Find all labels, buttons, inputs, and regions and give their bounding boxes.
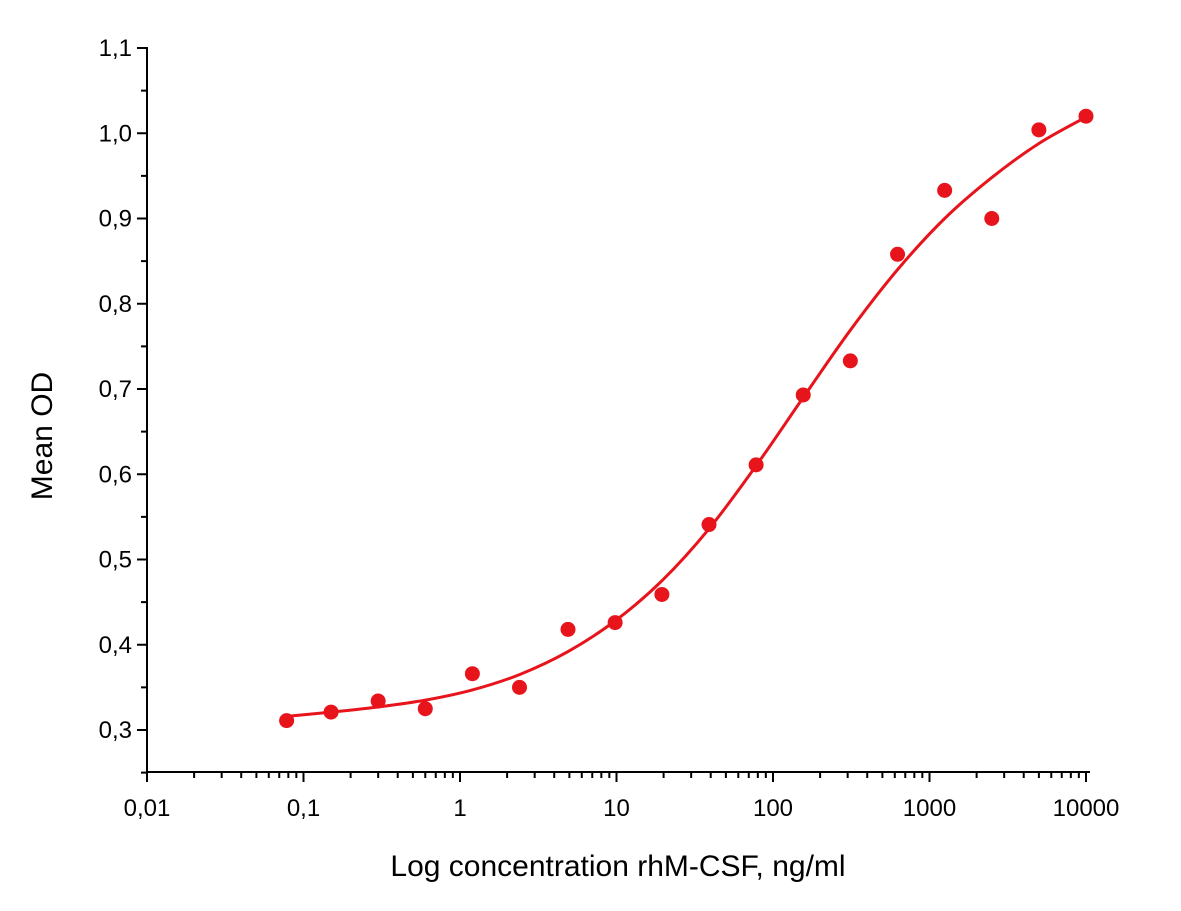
data-point xyxy=(748,457,764,473)
data-point xyxy=(1031,122,1047,138)
data-point xyxy=(464,666,480,682)
data-point xyxy=(795,387,811,403)
y-tick-label: 1,0 xyxy=(99,120,132,147)
y-tick-label: 0,6 xyxy=(99,461,132,488)
data-point xyxy=(842,353,858,369)
data-point xyxy=(607,615,623,631)
data-point xyxy=(1078,108,1094,124)
data-point xyxy=(937,182,953,198)
x-tick-label: 10000 xyxy=(1053,795,1120,822)
x-tick-label: 100 xyxy=(753,795,793,822)
data-point xyxy=(417,701,433,717)
data-point xyxy=(984,211,1000,226)
data-point xyxy=(890,246,906,262)
tick-labels: 0,01 0,1 1 10 100 1000 10000 0,3 0,4 0,5 0,6 0,7 0,8… xyxy=(99,35,1120,822)
data-points xyxy=(279,108,1094,729)
x-tick-label: 1 xyxy=(453,795,466,822)
x-tick-label: 10 xyxy=(603,795,630,822)
data-point xyxy=(512,679,528,695)
y-axis-title: Mean OD xyxy=(26,372,59,500)
data-point xyxy=(701,517,717,533)
y-tick-label: 0,5 xyxy=(99,547,132,574)
ticks xyxy=(137,47,1087,782)
data-point xyxy=(370,693,386,709)
x-tick-label: 0,1 xyxy=(287,795,320,822)
y-tick-label: 0,9 xyxy=(99,206,132,233)
fit-curve xyxy=(286,115,1087,718)
y-tick-label: 1,1 xyxy=(99,35,132,62)
axes xyxy=(146,47,1090,773)
data-point xyxy=(323,704,339,720)
x-axis-title: Log concentration rhM-CSF, ng/ml xyxy=(390,850,845,883)
y-tick-label: 0,4 xyxy=(99,632,132,659)
x-tick-label: 1000 xyxy=(903,795,956,822)
x-tick-label: 0,01 xyxy=(124,795,171,822)
y-tick-label: 0,3 xyxy=(99,717,132,744)
data-point xyxy=(279,713,295,729)
y-tick-label: 0,7 xyxy=(99,376,132,403)
data-point xyxy=(654,586,670,602)
data-point xyxy=(560,621,576,637)
y-tick-label: 0,8 xyxy=(99,291,132,318)
